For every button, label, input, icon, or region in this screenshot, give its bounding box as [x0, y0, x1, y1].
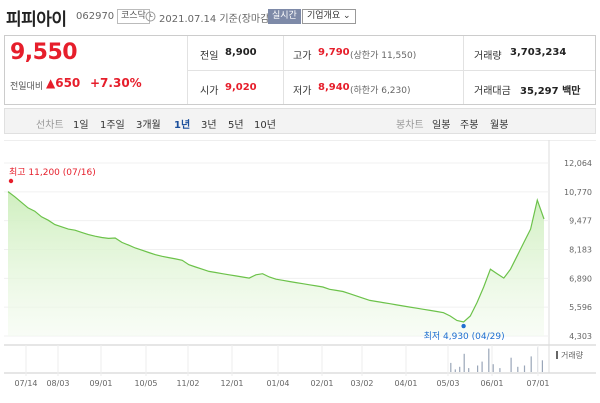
- high-value: 9,790: [318, 47, 350, 58]
- x-tick-label: 07/14: [14, 379, 37, 388]
- volume-bar: [468, 368, 470, 372]
- prev-close-label: 전일: [200, 51, 219, 62]
- stock-code: 062970: [76, 11, 115, 22]
- y-tick-label: 12,064: [564, 159, 592, 168]
- divider: [188, 70, 595, 71]
- volume-bar: [477, 365, 479, 372]
- x-tick-label: 11/02: [176, 379, 199, 388]
- period-1y[interactable]: 1년: [174, 120, 191, 131]
- volume-bar: [510, 357, 512, 372]
- volume-bar: [517, 366, 519, 372]
- period-5y[interactable]: 5년: [228, 120, 244, 131]
- volume-bar: [488, 348, 490, 372]
- volume-bar: [523, 365, 526, 372]
- low-annotation: 최저 4,930 (04/29): [424, 331, 505, 342]
- y-axis-ticks: 12,064 10,770 9,477 8,183 6,890 5,596 4,303: [564, 159, 592, 341]
- x-tick-label: 09/01: [89, 379, 112, 388]
- volume-value: 3,703,234: [510, 47, 567, 58]
- company-overview-button[interactable]: 기업개요 ⌄: [302, 9, 356, 24]
- base-date: 2021.07.14 기준(장마감): [159, 14, 274, 25]
- high-marker: [8, 178, 14, 184]
- divider: [187, 36, 188, 104]
- price-chart[interactable]: 12,064 10,770 9,477 8,183 6,890 5,596 4,303 07…: [4, 140, 596, 403]
- period-1w[interactable]: 1주일: [100, 120, 125, 131]
- x-tick-label: 06/01: [480, 379, 503, 388]
- y-tick-label: 4,303: [569, 332, 592, 341]
- price-line: [7, 191, 545, 323]
- period-3m[interactable]: 3개월: [136, 120, 161, 131]
- period-bar: [4, 108, 596, 134]
- volume-bar: [541, 360, 543, 372]
- x-tick-label: 02/01: [310, 379, 333, 388]
- y-tick-label: 8,183: [569, 246, 592, 255]
- price-change-rate: +7.30%: [90, 76, 142, 90]
- volume-bar: [459, 366, 461, 372]
- x-tick-label: 01/04: [266, 379, 289, 388]
- candle-chart-label: 봉차트: [396, 120, 424, 131]
- volume-legend-label: 거래량: [561, 350, 584, 360]
- candle-daily[interactable]: 일봉: [432, 120, 451, 131]
- x-tick-label: 10/05: [134, 379, 157, 388]
- volume-bar: [499, 368, 501, 372]
- period-3y[interactable]: 3년: [201, 120, 217, 131]
- clock-icon: [145, 11, 156, 22]
- x-axis-ticks: 07/14 08/03 09/01 10/05 11/02 12/01 01/04 02/01…: [14, 345, 550, 388]
- current-price: 9,550: [10, 40, 78, 65]
- low-marker: [461, 323, 466, 329]
- realtime-button[interactable]: 실시간: [268, 9, 301, 24]
- x-tick-label: 05/03: [436, 379, 459, 388]
- x-tick-label: 07/01: [526, 379, 549, 388]
- x-tick-label: 04/01: [394, 379, 417, 388]
- period-10y[interactable]: 10년: [254, 120, 276, 131]
- y-tick-label: 5,596: [569, 303, 592, 312]
- y-tick-label: 6,890: [569, 274, 592, 283]
- stock-name: 피피아이: [6, 10, 67, 30]
- x-tick-label: 08/03: [46, 379, 69, 388]
- volume-legend-icon: [556, 351, 558, 359]
- low-label: 저가: [293, 86, 312, 97]
- high-annotation: 최고 11,200 (07/16): [9, 167, 96, 178]
- low-value: 8,940: [318, 82, 350, 93]
- amount-value: 35,297 백만: [520, 86, 581, 97]
- amount-label: 거래대금: [474, 86, 511, 97]
- change-label: 전일대비: [10, 82, 44, 92]
- volume-bar: [450, 362, 452, 372]
- volume-bar: [463, 353, 465, 372]
- price-change: ▲650: [46, 76, 81, 90]
- price-area: [8, 191, 544, 336]
- upper-limit: (상한가 11,550): [350, 51, 417, 61]
- line-chart-label: 선차트: [36, 120, 64, 131]
- market-badge: 코스닥: [117, 9, 150, 24]
- candle-monthly[interactable]: 월봉: [490, 120, 509, 131]
- volume-bar: [492, 364, 494, 372]
- candle-weekly[interactable]: 주봉: [460, 120, 479, 131]
- open-label: 시가: [200, 86, 219, 97]
- lower-limit: (하한가 6,230): [350, 86, 411, 96]
- x-tick-label: 03/02: [350, 379, 373, 388]
- price-info-box: [4, 35, 596, 105]
- volume-label: 거래량: [474, 51, 502, 62]
- open-value: 9,020: [225, 82, 257, 93]
- period-1d[interactable]: 1일: [73, 120, 89, 131]
- x-tick-label: 12/01: [220, 379, 243, 388]
- high-label: 고가: [293, 51, 312, 62]
- volume-bar: [454, 369, 456, 372]
- y-tick-label: 9,477: [569, 217, 592, 226]
- y-tick-label: 10,770: [564, 188, 592, 197]
- prev-close-value: 8,900: [225, 47, 257, 58]
- volume-bar: [530, 356, 532, 372]
- volume-bar: [481, 361, 483, 372]
